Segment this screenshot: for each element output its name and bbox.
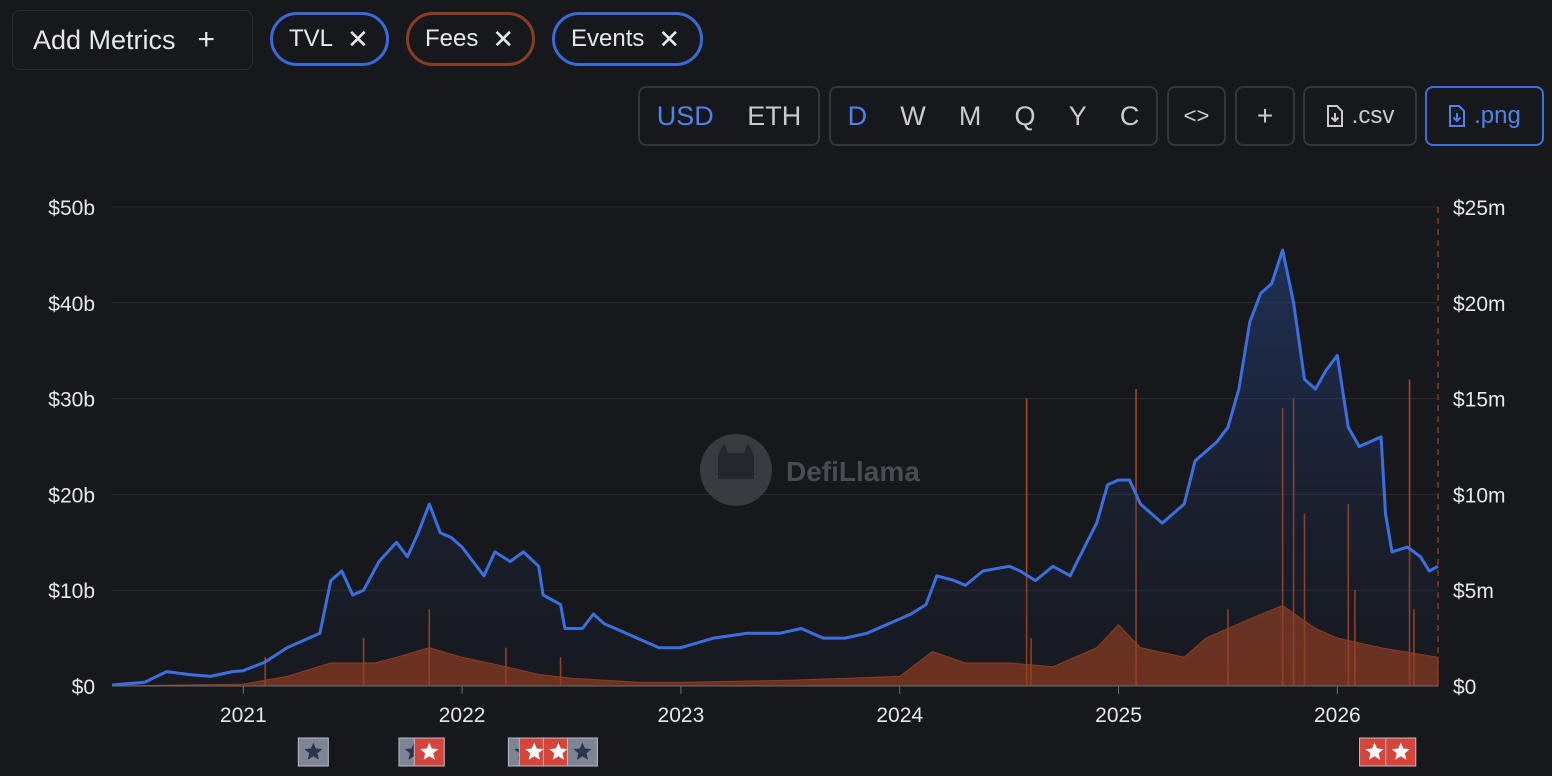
event-badge	[1359, 737, 1391, 767]
file-download-icon	[1449, 105, 1466, 127]
close-icon[interactable]: ✕	[658, 24, 681, 54]
event-marker-red[interactable]	[1385, 737, 1417, 767]
star-icon	[525, 742, 544, 760]
event-badge	[398, 737, 430, 767]
event-badge	[542, 737, 574, 767]
watermark-text: DefiLlama	[786, 456, 920, 487]
period-option-m[interactable]: M	[958, 100, 982, 131]
fees-metric-chip[interactable]: Fees ✕	[406, 12, 535, 66]
period-option-d[interactable]: D	[847, 100, 868, 131]
y-right-tick-label: $15m	[1453, 389, 1506, 412]
y-right-tick-label: $5m	[1453, 580, 1494, 603]
event-badge	[297, 737, 329, 767]
period-option-y[interactable]: Y	[1068, 100, 1087, 131]
event-marker-red[interactable]	[413, 737, 445, 767]
fees-chip-label: Fees	[425, 25, 479, 52]
star-icon	[304, 742, 323, 760]
x-tick-label: 2024	[876, 704, 923, 727]
embed-button[interactable]: <>	[1167, 86, 1226, 146]
event-badge	[518, 737, 550, 767]
y-right-tick-label: $10m	[1453, 484, 1506, 507]
plus-icon: +	[197, 23, 216, 56]
currency-toggle: USD ETH	[638, 86, 820, 146]
event-badge	[413, 737, 445, 767]
x-tick-label: 2026	[1314, 704, 1361, 727]
x-tick-label: 2022	[439, 704, 486, 727]
events-metric-chip[interactable]: Events ✕	[552, 12, 703, 66]
period-toggle: D W M Q Y C	[829, 86, 1158, 146]
fees-area	[111, 604, 1439, 687]
event-badge	[566, 737, 598, 767]
star-icon	[573, 742, 592, 760]
star-icon	[404, 742, 423, 760]
y-left-tick-label: $20b	[48, 484, 95, 507]
y-right-tick-label: $20m	[1453, 293, 1506, 316]
y-left-tick-label: $50b	[48, 197, 95, 220]
event-badge	[507, 737, 539, 767]
event-marker-gray[interactable]	[398, 737, 430, 767]
event-marker-gray[interactable]	[297, 737, 329, 767]
close-icon[interactable]: ✕	[492, 24, 515, 54]
add-metrics-label: Add Metrics	[33, 24, 176, 55]
events-chip-label: Events	[571, 25, 645, 52]
tvl-chip-label: TVL	[289, 25, 334, 52]
y-left-tick-label: $0	[72, 676, 95, 699]
y-left-tick-label: $40b	[48, 293, 95, 316]
period-option-c[interactable]: C	[1119, 100, 1140, 131]
defillama-watermark: DefiLlama	[700, 434, 920, 506]
star-icon	[1365, 742, 1384, 760]
download-csv-button[interactable]: .csv	[1303, 86, 1417, 146]
code-icon: <>	[1183, 103, 1210, 128]
y-right-tick-label: $25m	[1453, 197, 1506, 220]
event-marker-red[interactable]	[542, 737, 574, 767]
x-tick-label: 2023	[658, 704, 705, 727]
x-tick-label: 2021	[220, 704, 267, 727]
event-marker-gray[interactable]	[566, 737, 598, 767]
close-icon[interactable]: ✕	[347, 24, 369, 54]
event-marker-red[interactable]	[1359, 737, 1391, 767]
currency-option-eth[interactable]: ETH	[747, 100, 802, 131]
y-right-tick-label: $0	[1453, 676, 1476, 699]
star-icon	[514, 742, 533, 760]
star-icon	[1391, 742, 1410, 760]
tvl-area	[112, 250, 1438, 686]
x-tick-label: 2025	[1095, 704, 1142, 727]
add-chart-button[interactable]: +	[1235, 86, 1295, 146]
currency-option-usd[interactable]: USD	[656, 100, 714, 131]
add-metrics-button[interactable]: Add Metrics +	[12, 10, 253, 70]
tvl-line	[111, 248, 1439, 687]
tvl-metric-chip[interactable]: TVL ✕	[270, 12, 389, 66]
event-badge	[1385, 737, 1417, 767]
y-left-tick-label: $10b	[48, 580, 95, 603]
star-icon	[549, 742, 568, 760]
add-chart-label: +	[1256, 100, 1274, 131]
csv-label: .csv	[1351, 102, 1395, 129]
event-marker-gray[interactable]	[507, 737, 539, 767]
y-left-tick-label: $30b	[48, 389, 95, 412]
png-label: .png	[1474, 102, 1521, 129]
file-download-icon	[1326, 105, 1343, 127]
star-icon	[420, 742, 439, 760]
period-option-q[interactable]: Q	[1014, 100, 1036, 131]
download-png-button[interactable]: .png	[1425, 86, 1544, 146]
period-option-w[interactable]: W	[900, 100, 926, 131]
event-marker-red[interactable]	[518, 737, 550, 767]
